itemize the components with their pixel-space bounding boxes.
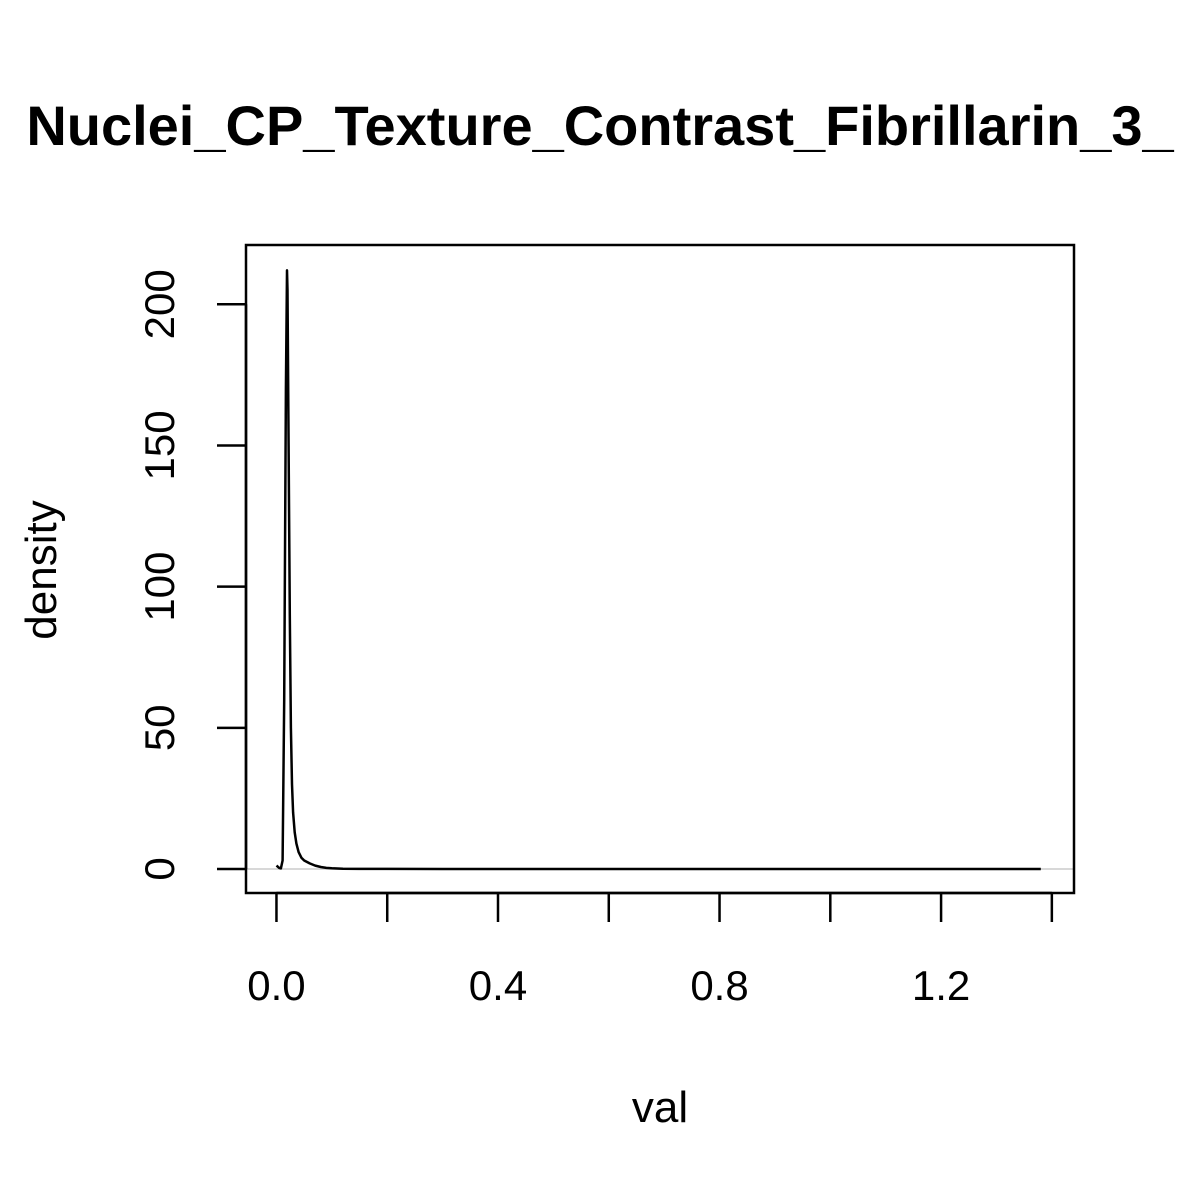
y-tick-label: 200 (136, 269, 183, 339)
density-line (275, 269, 1041, 871)
x-tick-label: 0.0 (247, 962, 305, 1009)
x-tick-label: 1.2 (912, 962, 970, 1009)
y-tick-label: 0 (136, 857, 183, 880)
x-tick-label: 0.8 (690, 962, 748, 1009)
chart-title: Nuclei_CP_Texture_Contrast_Fibrillarin_3… (26, 94, 1174, 157)
y-tick-label: 100 (136, 552, 183, 622)
plot-frame (244, 243, 1076, 895)
plot-area: 0.0 0.4 0.8 1.2 0 50 100 150 200 (136, 243, 1076, 1009)
y-tick-label: 50 (136, 704, 183, 751)
y-tick-label: 150 (136, 410, 183, 480)
y-axis-label: density (17, 500, 66, 639)
x-axis-label: val (632, 1083, 688, 1132)
x-tick-label: 0.4 (469, 962, 527, 1009)
